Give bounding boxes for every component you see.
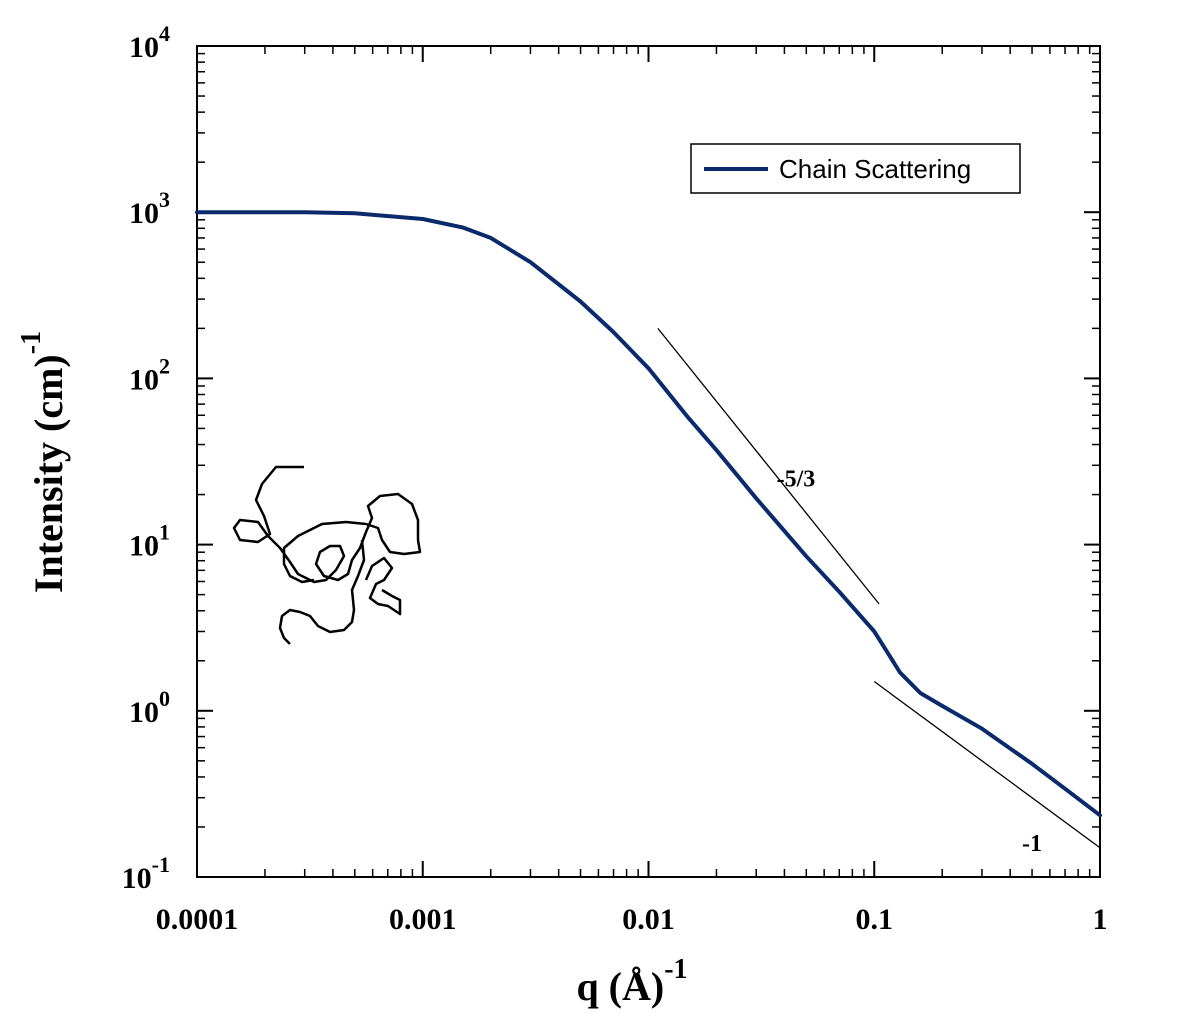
x-tick-label: 0.001 xyxy=(389,903,457,936)
y-tick-label-exponent: 3 xyxy=(159,187,170,212)
y-tick-label-base: 10 xyxy=(129,31,159,64)
y-tick-label-exponent: -1 xyxy=(152,852,170,877)
y-tick-label-exponent: 1 xyxy=(159,520,170,545)
y-tick-label: 100 xyxy=(129,686,170,729)
slope-label: -5/3 xyxy=(777,466,816,492)
y-tick-label-exponent: 2 xyxy=(159,353,170,378)
x-tick-label: 0.01 xyxy=(622,903,675,936)
legend: Chain Scattering xyxy=(690,143,1021,194)
minor-ticks xyxy=(197,46,1100,877)
y-tick-label-base: 10 xyxy=(129,197,159,230)
y-tick-label-base: 10 xyxy=(129,696,159,729)
polymer-chain-illustration xyxy=(232,465,422,645)
y-axis-title-text: Intensity (cm) xyxy=(26,354,71,593)
y-axis-title: Intensity (cm)-1 xyxy=(16,331,71,593)
annotations: -5/3 -1 xyxy=(657,327,1101,857)
x-tick-label: 0.1 xyxy=(856,903,894,936)
series-group xyxy=(195,210,1102,818)
y-tick-label: 104 xyxy=(129,21,170,64)
y-tick-label-base: 10 xyxy=(122,862,152,895)
y-tick-label-exponent: 0 xyxy=(159,686,170,711)
slope-guide-line xyxy=(873,681,1101,849)
x-tick-labels: 0.0001 0.001 0.01 0.1 1 xyxy=(156,903,1108,936)
x-tick-label: 0.0001 xyxy=(156,903,239,936)
y-tick-label: 101 xyxy=(129,520,170,563)
slope-label: -1 xyxy=(1022,831,1042,857)
y-tick-label-exponent: 4 xyxy=(159,21,170,46)
x-axis-title: q (Å)-1 xyxy=(576,954,687,1009)
y-tick-label-base: 10 xyxy=(129,530,159,563)
y-tick-label: 102 xyxy=(129,353,170,396)
x-axis-title-exponent: -1 xyxy=(664,954,687,985)
x-axis-title-text: q (Å) xyxy=(576,964,664,1009)
y-axis-title-exponent: -1 xyxy=(16,331,47,354)
legend-label: Chain Scattering xyxy=(779,154,971,184)
y-tick-label: 10-1 xyxy=(122,852,170,895)
x-tick-label: 1 xyxy=(1093,903,1108,936)
major-ticks xyxy=(196,45,1101,878)
slope-guide-line xyxy=(657,327,880,605)
series-line-chain-scattering xyxy=(195,210,1102,818)
y-tick-label: 103 xyxy=(129,187,170,230)
y-tick-label-base: 10 xyxy=(129,363,159,396)
